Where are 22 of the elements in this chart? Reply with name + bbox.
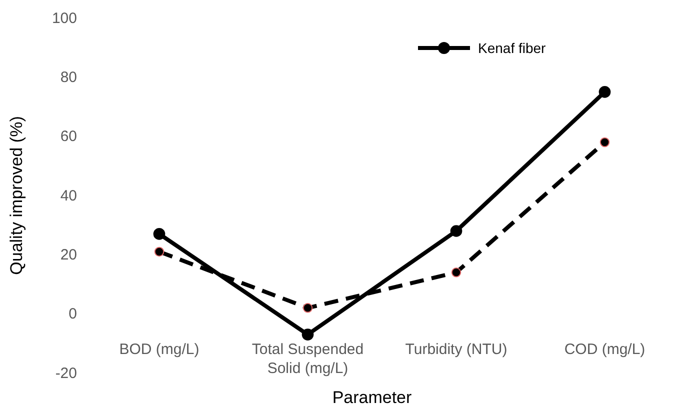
y-tick-label: 60 <box>60 128 77 146</box>
point <box>153 228 166 240</box>
x-tick-label: Total Suspended Solid (mg/L) <box>252 340 364 377</box>
x-tick-label: COD (mg/L) <box>564 340 646 358</box>
y-tick-label: 80 <box>60 68 77 86</box>
y-tick-label: 40 <box>60 187 77 204</box>
point <box>600 137 610 148</box>
y-axis-title: Quality improved (%) <box>7 116 26 275</box>
y-tick-label: -20 <box>55 364 77 382</box>
x-tick-label: Turbidity (NTU) <box>405 340 508 358</box>
point <box>302 303 313 313</box>
y-tick-label: 100 <box>52 10 77 27</box>
legend-label: Kenaf fiber <box>478 40 546 56</box>
point <box>302 328 314 340</box>
x-axis-title: Parameter <box>332 388 412 407</box>
point <box>450 225 462 237</box>
point <box>154 246 164 257</box>
x-tick-label: BOD (mg/L) <box>119 340 200 358</box>
point <box>598 86 611 98</box>
y-tick-label: 20 <box>60 246 77 264</box>
y-tick-label: 0 <box>68 306 77 323</box>
point <box>451 268 462 278</box>
